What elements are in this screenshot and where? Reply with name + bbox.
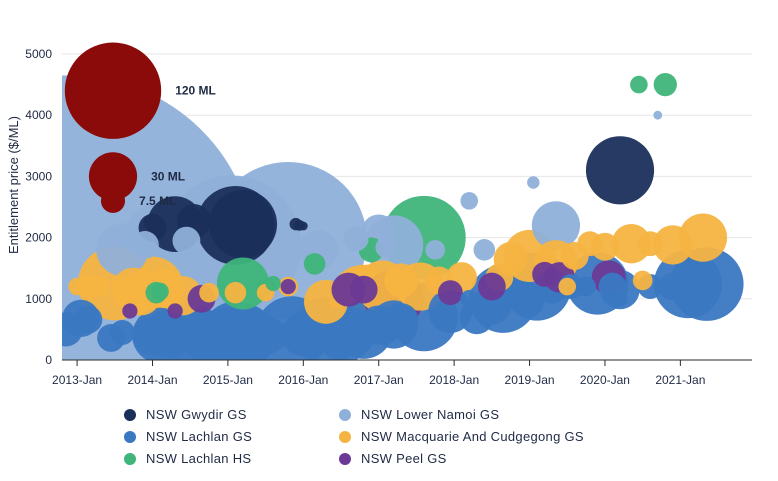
bubble <box>473 239 496 261</box>
bubble <box>280 278 296 295</box>
size-legend-bubble <box>88 152 138 201</box>
bubble <box>298 221 308 231</box>
bubble <box>375 236 398 259</box>
bubble <box>281 312 326 357</box>
bubble <box>151 282 169 301</box>
bubble <box>653 225 693 265</box>
y-tick-label: 3000 <box>25 169 52 183</box>
legend-label: NSW Peel GS <box>361 451 447 466</box>
bubble <box>532 261 558 287</box>
x-tick-label: 2019-Jan <box>505 373 555 387</box>
legend-marker <box>339 453 351 465</box>
bubble <box>349 275 378 304</box>
x-tick-label: 2020-Jan <box>580 373 630 387</box>
x-tick-label: 2016-Jan <box>278 373 328 387</box>
size-legend-label: 30 ML <box>151 169 185 183</box>
bubble <box>515 289 544 317</box>
x-tick-label: 2018-Jan <box>429 373 479 387</box>
bubble <box>611 224 652 264</box>
legend-item[interactable]: NSW Lachlan HS <box>124 451 251 466</box>
y-tick-label: 4000 <box>25 108 52 122</box>
bubble <box>143 213 162 232</box>
bubble <box>477 272 506 301</box>
bubble <box>460 192 479 210</box>
x-tick-label: 2021-Jan <box>655 373 705 387</box>
bubble <box>172 226 201 255</box>
y-tick-label: 5000 <box>25 47 52 61</box>
bubble <box>576 276 596 297</box>
size-legend-bubble <box>64 42 162 139</box>
y-tick-label: 2000 <box>25 231 52 245</box>
bubbles <box>62 72 744 360</box>
bubble <box>630 75 648 94</box>
legend-marker <box>339 409 351 421</box>
y-axis-ticks: 0 1000 2000 3000 4000 5000 <box>25 47 52 367</box>
y-tick-label: 0 <box>45 353 52 367</box>
legend-label: NSW Lachlan HS <box>146 451 251 466</box>
bubble <box>531 201 581 250</box>
bubble <box>74 305 103 334</box>
legend-item[interactable]: NSW Gwydir GS <box>124 407 247 422</box>
x-axis-ticks: 2013-Jan 2014-Jan 2015-Jan 2016-Jan 2017-Jan… <box>52 360 705 387</box>
size-legend-label: 7.5 ML <box>139 194 176 208</box>
bubble <box>460 290 479 308</box>
legend-marker <box>124 453 136 465</box>
bubble <box>132 315 173 356</box>
legend-label: NSW Lower Namoi GS <box>361 407 499 422</box>
bubble <box>208 190 278 259</box>
bubble <box>179 309 232 360</box>
bubble <box>224 281 247 304</box>
bubble <box>459 300 494 335</box>
bubble <box>653 72 677 97</box>
legend-label: NSW Macquarie And Cudgegong GS <box>361 429 584 444</box>
legend-marker <box>124 431 136 443</box>
bubble <box>88 275 111 298</box>
size-legend-label: 120 ML <box>175 84 216 98</box>
bubble <box>577 231 603 257</box>
legend-item[interactable]: NSW Lower Namoi GS <box>339 407 499 422</box>
legend-item[interactable]: NSW Peel GS <box>339 451 447 466</box>
bubble <box>653 110 663 120</box>
bubble <box>371 312 402 344</box>
bubble <box>384 263 419 298</box>
bubble <box>527 176 540 189</box>
bubble <box>585 136 655 205</box>
bubble <box>199 282 219 303</box>
bubble <box>68 277 86 296</box>
bubble <box>653 250 722 319</box>
bubble <box>658 272 687 301</box>
size-legend-bubble <box>100 188 126 213</box>
bubble <box>425 240 446 260</box>
bubble <box>122 303 138 319</box>
bubble <box>637 231 663 257</box>
series-legend: NSW Gwydir GS NSW Lachlan GS NSW Lachlan H… <box>124 407 584 466</box>
legend-item[interactable]: NSW Macquarie And Cudgegong GS <box>339 429 584 444</box>
bubble <box>265 275 281 292</box>
x-tick-label: 2017-Jan <box>354 373 404 387</box>
bubble <box>612 291 628 307</box>
bubble <box>558 277 577 296</box>
bubble <box>437 280 463 306</box>
legend-label: NSW Gwydir GS <box>146 407 247 422</box>
bubble <box>632 270 653 291</box>
legend-item[interactable]: NSW Lachlan GS <box>124 429 252 444</box>
bubble <box>131 231 159 259</box>
x-tick-label: 2014-Jan <box>127 373 177 387</box>
bubble <box>257 320 289 351</box>
bubble <box>167 303 183 319</box>
legend-marker <box>124 409 136 421</box>
y-tick-label: 1000 <box>25 292 52 306</box>
x-tick-label: 2015-Jan <box>203 373 253 387</box>
size-legend: 120 ML 30 ML 7.5 ML <box>64 42 216 213</box>
bubble <box>343 226 369 252</box>
legend-marker <box>339 431 351 443</box>
legend-label: NSW Lachlan GS <box>146 429 252 444</box>
y-axis-label: Entitlement price ($/ML) <box>6 116 21 254</box>
x-tick-label: 2013-Jan <box>52 373 102 387</box>
bubble <box>109 320 135 345</box>
bubble <box>303 253 326 275</box>
